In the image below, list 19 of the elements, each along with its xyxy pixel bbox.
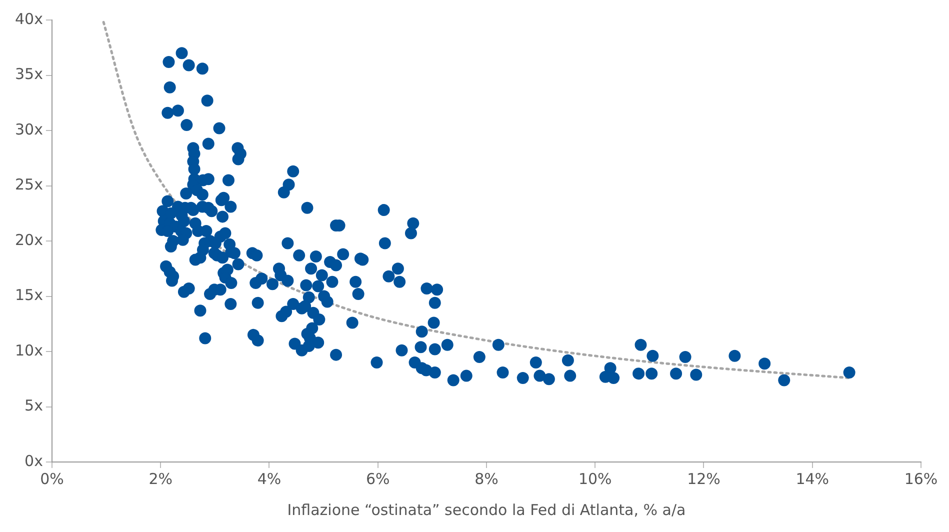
y-tick-label: 30x xyxy=(14,120,44,138)
x-tick-label: 12% xyxy=(687,470,720,488)
y-tick-label: 25x xyxy=(14,176,44,194)
y-tick-label: 20x xyxy=(14,230,44,249)
y-tick-label: 10x xyxy=(14,341,44,360)
x-axis-title: Inflazione “ostinata” secondo la Fed di Atlanta, % a/a xyxy=(287,500,686,519)
x-tick-label: 0% xyxy=(40,470,64,488)
x-tick-label: 14% xyxy=(796,470,830,488)
x-tick-label: 6% xyxy=(366,470,390,488)
y-tick-label: 40x xyxy=(14,10,44,28)
y-tick-label: 15x xyxy=(14,286,44,304)
x-tick-label: 8% xyxy=(474,470,498,488)
y-tick-label: 35x xyxy=(14,65,44,84)
x-tick-label: 10% xyxy=(578,470,612,488)
y-tick-label: 5x xyxy=(24,396,44,415)
x-tick-label: 2% xyxy=(148,470,172,488)
y-tick-label: 0x xyxy=(24,452,44,470)
x-tick-label: 4% xyxy=(257,470,282,488)
x-tick-label: 16% xyxy=(904,470,938,488)
